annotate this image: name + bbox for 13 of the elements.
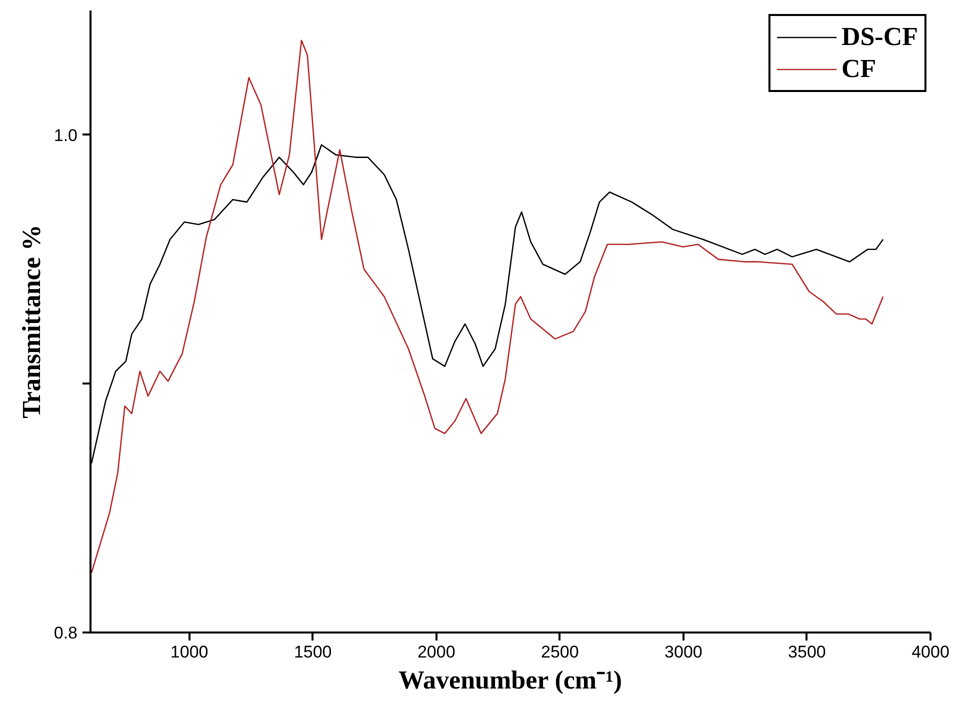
y-tick-label: 1.0 — [54, 126, 78, 145]
x-tick-label: 4000 — [912, 642, 950, 662]
x-tick-label: 1000 — [170, 642, 208, 662]
x-tick-label: 3500 — [788, 642, 826, 662]
x-tick-label: 2500 — [541, 642, 579, 662]
legend-label: DS-CF — [841, 22, 918, 52]
legend-label: CF — [841, 54, 876, 84]
y-axis-title: Transmittance % — [16, 224, 46, 418]
x-tick-label: 2000 — [417, 642, 456, 662]
x-tick-label: 1500 — [294, 642, 332, 662]
x-axis-title: Wavenumber (cm⁻¹) — [398, 666, 622, 694]
x-tick-label: 3000 — [664, 642, 702, 662]
y-tick-label: 0.8 — [54, 624, 78, 642]
